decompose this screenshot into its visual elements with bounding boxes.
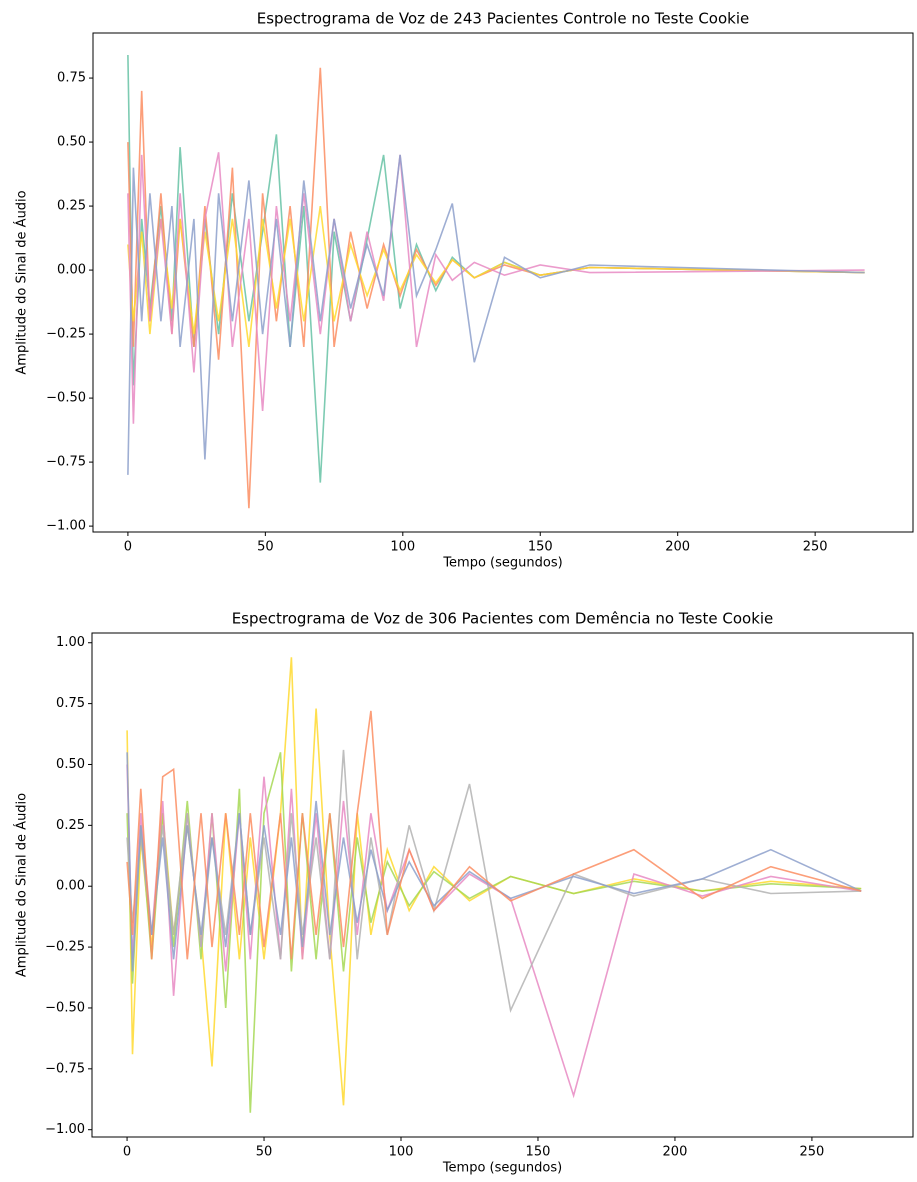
y-axis-label: Amplitude do Sinal de Áudio xyxy=(14,190,30,374)
x-tick-label: 50 xyxy=(256,1145,273,1160)
plot-area xyxy=(127,54,865,509)
x-tick-label: 150 xyxy=(528,540,553,555)
x-tick-label: 0 xyxy=(123,1145,131,1160)
y-tick-label: −0.50 xyxy=(46,391,86,406)
x-tick-label: 250 xyxy=(800,1145,825,1160)
y-tick-label: −1.00 xyxy=(45,1122,85,1137)
signal-line xyxy=(127,154,865,475)
y-tick-label: 0.25 xyxy=(56,818,85,833)
y-tick-label: 0.75 xyxy=(56,696,85,711)
x-tick-label: 150 xyxy=(526,1145,551,1160)
y-tick-label: −0.25 xyxy=(45,940,85,955)
x-tick-label: 50 xyxy=(257,540,274,555)
y-tick-label: 0.00 xyxy=(57,263,86,278)
x-tick-label: 0 xyxy=(124,540,132,555)
x-tick-label: 100 xyxy=(389,1145,414,1160)
y-tick-label: 0.50 xyxy=(57,135,86,150)
y-tick-label: −0.25 xyxy=(46,327,86,342)
chart-title: Espectrograma de Voz de 306 Pacientes co… xyxy=(232,610,774,628)
y-tick-label: 0.50 xyxy=(56,757,85,772)
signal-line xyxy=(126,749,862,1014)
chart-title: Espectrograma de Voz de 243 Pacientes Co… xyxy=(257,10,750,28)
plot-area xyxy=(126,657,862,1113)
y-tick-label: −0.75 xyxy=(45,1061,85,1076)
y-tick-label: −1.00 xyxy=(46,519,86,534)
x-tick-label: 200 xyxy=(663,1145,688,1160)
axes-frame xyxy=(91,632,914,1138)
x-tick-label: 200 xyxy=(665,540,690,555)
y-axis-label: Amplitude do Sinal de Áudio xyxy=(14,793,30,977)
x-tick-label: 250 xyxy=(803,540,828,555)
y-tick-label: −0.75 xyxy=(46,455,86,470)
y-tick-label: 0.25 xyxy=(57,199,86,214)
axes-frame xyxy=(92,32,914,533)
y-tick-label: 0.75 xyxy=(57,71,86,86)
x-tick-label: 100 xyxy=(390,540,415,555)
x-axis-label: Tempo (segundos) xyxy=(442,556,562,571)
y-tick-label: 0.00 xyxy=(56,879,85,894)
y-tick-label: 1.00 xyxy=(56,635,85,650)
signal-line xyxy=(126,710,862,960)
signal-line xyxy=(126,752,862,972)
x-axis-label: Tempo (segundos) xyxy=(442,1161,562,1176)
y-tick-label: −0.50 xyxy=(45,1000,85,1015)
